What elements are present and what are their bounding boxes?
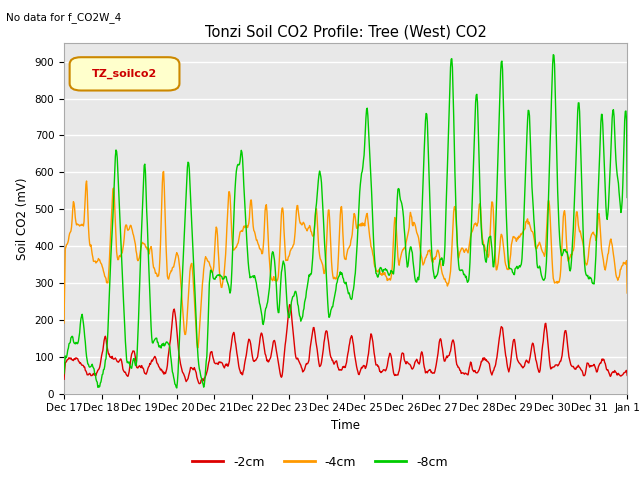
FancyBboxPatch shape bbox=[70, 57, 179, 91]
Text: TZ_soilco2: TZ_soilco2 bbox=[92, 69, 157, 79]
Title: Tonzi Soil CO2 Profile: Tree (West) CO2: Tonzi Soil CO2 Profile: Tree (West) CO2 bbox=[205, 24, 486, 39]
Y-axis label: Soil CO2 (mV): Soil CO2 (mV) bbox=[16, 177, 29, 260]
X-axis label: Time: Time bbox=[331, 419, 360, 432]
Text: No data for f_CO2W_4: No data for f_CO2W_4 bbox=[6, 12, 122, 23]
Legend: -2cm, -4cm, -8cm: -2cm, -4cm, -8cm bbox=[187, 451, 453, 474]
